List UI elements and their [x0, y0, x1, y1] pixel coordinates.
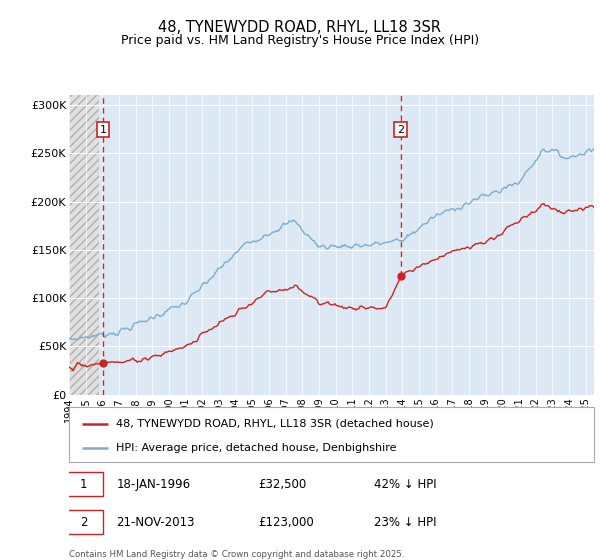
Text: 2: 2 [397, 125, 404, 134]
Text: 1: 1 [80, 478, 87, 491]
Text: 1: 1 [100, 125, 107, 134]
Text: 2: 2 [80, 516, 87, 529]
Text: 48, TYNEWYDD ROAD, RHYL, LL18 3SR: 48, TYNEWYDD ROAD, RHYL, LL18 3SR [158, 20, 442, 35]
Text: Contains HM Land Registry data © Crown copyright and database right 2025.
This d: Contains HM Land Registry data © Crown c… [69, 550, 404, 560]
Text: £32,500: £32,500 [258, 478, 306, 491]
Text: Price paid vs. HM Land Registry's House Price Index (HPI): Price paid vs. HM Land Registry's House … [121, 34, 479, 46]
Text: 21-NOV-2013: 21-NOV-2013 [116, 516, 195, 529]
Text: 48, TYNEWYDD ROAD, RHYL, LL18 3SR (detached house): 48, TYNEWYDD ROAD, RHYL, LL18 3SR (detac… [116, 418, 434, 428]
Text: HPI: Average price, detached house, Denbighshire: HPI: Average price, detached house, Denb… [116, 444, 397, 453]
Text: 18-JAN-1996: 18-JAN-1996 [116, 478, 190, 491]
Bar [69, 95, 98, 395]
Text: 23% ↓ HPI: 23% ↓ HPI [373, 516, 436, 529]
FancyBboxPatch shape [64, 472, 103, 496]
FancyBboxPatch shape [64, 510, 103, 534]
Text: 42% ↓ HPI: 42% ↓ HPI [373, 478, 436, 491]
Text: £123,000: £123,000 [258, 516, 314, 529]
FancyBboxPatch shape [69, 407, 594, 462]
